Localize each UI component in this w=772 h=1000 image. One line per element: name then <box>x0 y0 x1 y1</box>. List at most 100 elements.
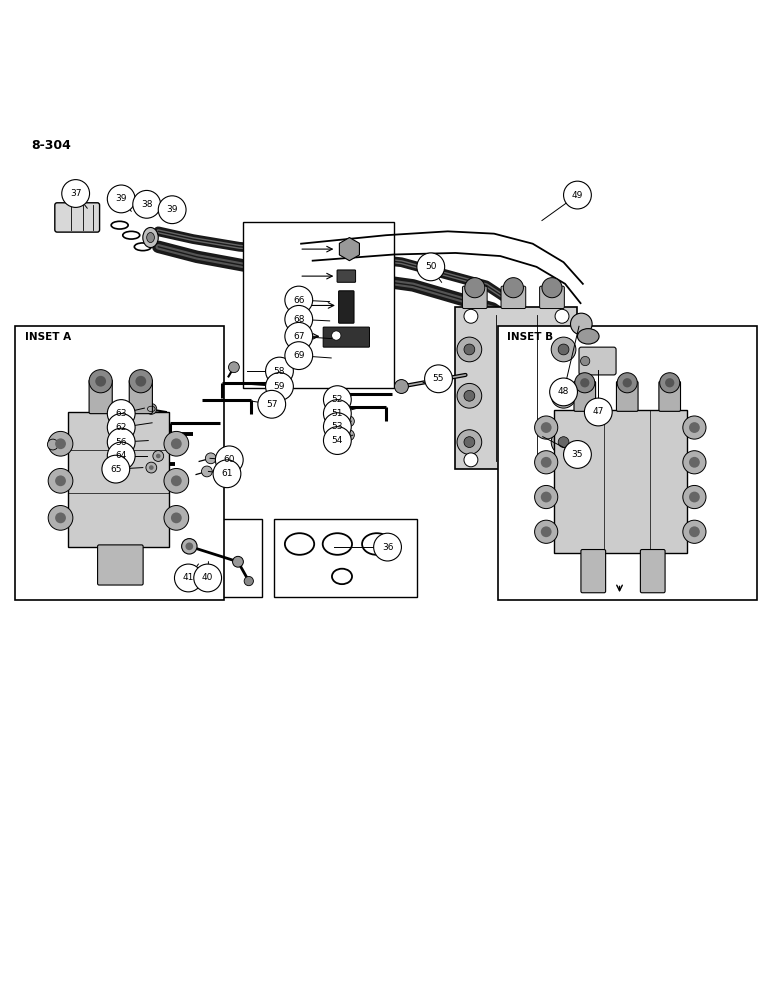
Circle shape <box>135 376 146 387</box>
FancyBboxPatch shape <box>143 519 262 596</box>
Circle shape <box>323 413 351 441</box>
Text: 36: 36 <box>382 543 393 552</box>
Circle shape <box>347 433 351 437</box>
Circle shape <box>164 431 188 456</box>
Circle shape <box>149 465 154 470</box>
Circle shape <box>55 512 66 523</box>
Circle shape <box>107 428 135 456</box>
Circle shape <box>584 398 612 426</box>
Circle shape <box>95 376 106 387</box>
FancyBboxPatch shape <box>323 327 370 347</box>
Circle shape <box>689 492 699 502</box>
Text: INSET A: INSET A <box>25 332 71 342</box>
Circle shape <box>581 356 590 366</box>
Circle shape <box>550 378 577 406</box>
Text: 47: 47 <box>593 407 604 416</box>
Text: 40: 40 <box>202 573 213 582</box>
Text: 54: 54 <box>332 436 343 445</box>
Polygon shape <box>340 238 360 261</box>
Text: 67: 67 <box>293 332 304 341</box>
FancyBboxPatch shape <box>55 203 100 232</box>
Text: 52: 52 <box>332 395 343 404</box>
Ellipse shape <box>147 233 154 243</box>
Circle shape <box>153 451 164 461</box>
Text: 60: 60 <box>224 455 235 464</box>
Circle shape <box>258 390 286 418</box>
Text: 64: 64 <box>116 451 127 460</box>
Text: 51: 51 <box>332 409 343 418</box>
Circle shape <box>689 457 699 468</box>
Text: 50: 50 <box>425 262 436 271</box>
Circle shape <box>464 309 478 323</box>
Circle shape <box>571 313 592 335</box>
Circle shape <box>232 556 243 567</box>
Circle shape <box>551 430 576 454</box>
Circle shape <box>55 438 66 449</box>
Text: 35: 35 <box>572 450 583 459</box>
Circle shape <box>266 357 293 385</box>
Circle shape <box>344 416 354 427</box>
Text: 38: 38 <box>141 200 152 209</box>
Circle shape <box>542 278 562 298</box>
Circle shape <box>558 437 569 448</box>
Circle shape <box>465 278 485 298</box>
FancyBboxPatch shape <box>554 410 686 553</box>
Circle shape <box>171 475 181 486</box>
Circle shape <box>185 542 193 550</box>
Text: 41: 41 <box>183 573 194 582</box>
FancyBboxPatch shape <box>574 381 595 411</box>
Circle shape <box>464 390 475 401</box>
Circle shape <box>164 468 188 493</box>
FancyBboxPatch shape <box>68 412 168 547</box>
Circle shape <box>374 533 401 561</box>
Circle shape <box>551 383 576 408</box>
Circle shape <box>107 400 135 427</box>
Circle shape <box>171 438 181 449</box>
Circle shape <box>689 526 699 537</box>
FancyBboxPatch shape <box>501 286 526 309</box>
Circle shape <box>464 453 478 467</box>
Circle shape <box>659 373 679 393</box>
Circle shape <box>503 278 523 298</box>
FancyBboxPatch shape <box>540 286 564 309</box>
Circle shape <box>158 196 186 224</box>
Ellipse shape <box>143 227 158 248</box>
FancyBboxPatch shape <box>462 286 487 309</box>
Text: 66: 66 <box>293 296 304 305</box>
Circle shape <box>285 342 313 370</box>
Circle shape <box>558 344 569 355</box>
Circle shape <box>55 475 66 486</box>
Circle shape <box>323 400 351 427</box>
Text: 37: 37 <box>70 189 81 198</box>
Circle shape <box>558 390 569 401</box>
Circle shape <box>665 378 674 387</box>
FancyBboxPatch shape <box>97 545 143 585</box>
Circle shape <box>332 331 341 340</box>
FancyBboxPatch shape <box>640 550 665 593</box>
Circle shape <box>107 414 135 441</box>
Circle shape <box>682 416 706 439</box>
Text: 65: 65 <box>110 465 121 474</box>
Circle shape <box>194 564 222 592</box>
Circle shape <box>394 380 408 393</box>
Circle shape <box>102 455 130 483</box>
Circle shape <box>205 453 216 464</box>
Circle shape <box>622 378 631 387</box>
Circle shape <box>146 462 157 473</box>
FancyBboxPatch shape <box>15 326 224 600</box>
Text: 57: 57 <box>266 400 277 409</box>
Circle shape <box>229 362 239 373</box>
FancyBboxPatch shape <box>659 381 681 411</box>
Circle shape <box>129 370 152 393</box>
Circle shape <box>285 286 313 314</box>
Circle shape <box>540 526 551 537</box>
FancyBboxPatch shape <box>243 222 394 388</box>
Circle shape <box>244 576 253 586</box>
Text: 55: 55 <box>433 374 444 383</box>
Circle shape <box>213 460 241 488</box>
Circle shape <box>689 422 699 433</box>
Text: 53: 53 <box>332 422 343 431</box>
Circle shape <box>347 419 351 424</box>
Text: 59: 59 <box>274 382 285 391</box>
FancyBboxPatch shape <box>579 347 616 375</box>
